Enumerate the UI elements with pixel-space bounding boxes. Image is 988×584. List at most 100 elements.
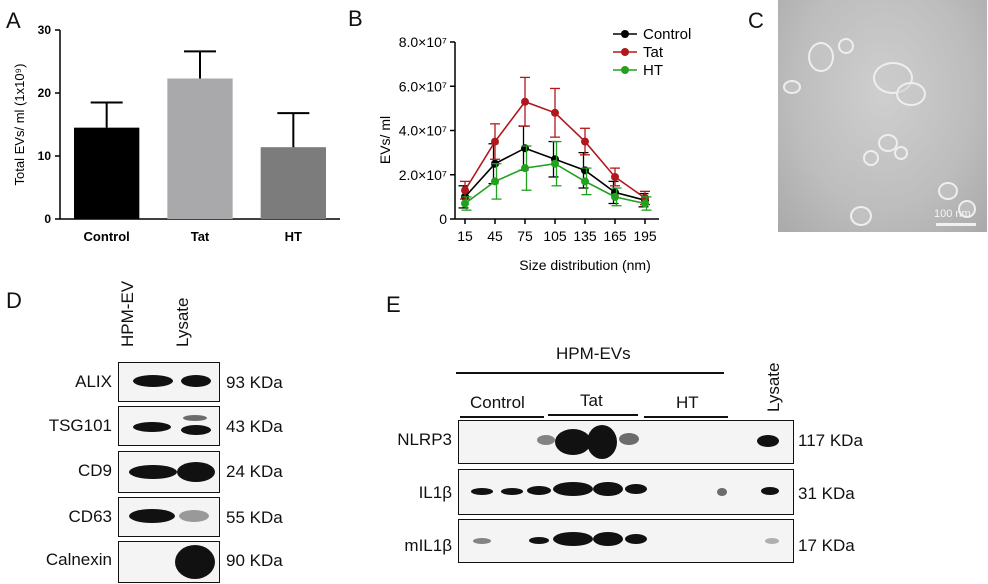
protein-band (527, 486, 551, 495)
protein-band (553, 482, 593, 496)
protein-band (553, 532, 593, 546)
kda-tsg101: 43 KDa (226, 417, 283, 436)
bar (260, 147, 326, 219)
legend-marker (621, 48, 629, 56)
x-tick-label: 195 (633, 228, 657, 244)
group-underline-control (460, 416, 544, 418)
group-underline-tat (548, 414, 638, 416)
vesicle (863, 150, 879, 166)
blot-strip-nlrp3 (458, 420, 794, 464)
panel-letter-e: E (386, 292, 401, 317)
panel-letter-c: C (748, 8, 764, 33)
scale-bar-label: 100 nm (934, 208, 971, 220)
protein-band (181, 375, 211, 387)
y-tick-label: 0 (439, 211, 447, 227)
scale-bar (936, 223, 976, 226)
y-tick-label: 2.0×10⁷ (399, 167, 447, 183)
column-header-hpm-ev: HPM-EV (118, 280, 137, 347)
x-tick-label: 165 (603, 228, 627, 244)
kda-cd63: 55 KDa (226, 508, 283, 527)
protein-band (177, 462, 215, 482)
x-tick-label: 15 (457, 228, 473, 244)
blot-label-cd63: CD63 (68, 507, 112, 526)
group-underline-ht (644, 416, 728, 418)
x-tick-label: 75 (517, 228, 533, 244)
protein-band (587, 425, 617, 459)
vesicle (808, 42, 834, 72)
blot-strip-tsg101 (118, 406, 220, 446)
x-tick-label: HT (285, 229, 302, 244)
y-tick-label: 6.0×10⁷ (399, 78, 447, 94)
panel-letter-d: D (6, 288, 22, 313)
bar (74, 127, 140, 219)
data-point (491, 137, 499, 146)
y-tick-label: 4.0×10⁷ (399, 123, 447, 139)
kda-il1b: 31 KDa (798, 484, 855, 503)
blot-strip-cd9 (118, 451, 220, 493)
protein-band (183, 415, 207, 421)
protein-band (625, 534, 647, 544)
data-point (551, 108, 559, 117)
protein-band (555, 429, 591, 455)
blot-strip-il1b (458, 469, 794, 515)
protein-band (133, 422, 171, 432)
y-axis-label: EVs/ ml (377, 116, 393, 164)
protein-band (473, 538, 491, 544)
blot-label-alix: ALIX (75, 372, 112, 391)
vesicle (838, 38, 854, 54)
blot-strip-cd63 (118, 497, 220, 537)
legend-marker (621, 66, 629, 74)
protein-band (619, 433, 639, 445)
vesicle (896, 82, 926, 106)
kda-cd9: 24 KDa (226, 462, 283, 481)
protein-band (501, 488, 523, 495)
protein-band (181, 425, 211, 435)
kda-mil1b: 17 KDa (798, 536, 855, 555)
protein-band (179, 510, 209, 522)
data-point (641, 199, 649, 208)
protein-band (625, 484, 647, 494)
vesicle (894, 146, 908, 160)
data-point (551, 159, 559, 168)
x-tick-label: 45 (487, 228, 503, 244)
protein-band (529, 537, 549, 544)
x-tick-label: Tat (191, 229, 210, 244)
data-point (611, 172, 619, 181)
group-label-ht: HT (676, 393, 699, 412)
line-chart-size-distribution: 0 2.0×10⁷ 4.0×10⁷ 6.0×10⁷ 8.0×10⁷ 15 45 75 105 13… (377, 26, 691, 273)
vesicle (783, 80, 801, 94)
blot-label-cd9: CD9 (77, 461, 112, 480)
x-tick-label: Control (84, 229, 130, 244)
blot-label-tsg101: TSG101 (48, 416, 112, 435)
x-tick-label: 135 (573, 228, 597, 244)
vesicle (878, 134, 898, 152)
vesicle (958, 200, 976, 218)
data-point (581, 137, 589, 146)
blot-strip-mil1b (458, 519, 794, 563)
bar-chart-total-evs: 0 10 20 30 Control Tat HT Total EVs/ ml (1x10⁹) (12, 23, 340, 244)
x-axis-label: Size distribution (nm) (519, 257, 651, 273)
blot-label-nlrp3: NLRP3 (397, 430, 452, 449)
blot-label-calnexin: Calnexin (45, 550, 112, 569)
column-header-lysate: Lysate (173, 297, 192, 347)
protein-band (765, 538, 779, 544)
protein-band (133, 375, 173, 387)
legend-label: Tat (643, 44, 664, 61)
data-point (491, 177, 499, 186)
data-point (461, 199, 469, 208)
data-point (521, 97, 529, 106)
y-axis-label: Total EVs/ ml (1x10⁹) (12, 64, 27, 186)
group-label-tat: Tat (580, 391, 603, 410)
protein-band (757, 435, 779, 447)
lane-label-lysate: Lysate (764, 362, 783, 412)
protein-band (593, 532, 623, 546)
electron-micrograph: 100 nm (778, 0, 987, 232)
protein-band (129, 465, 177, 479)
y-tick-label: 8.0×10⁷ (399, 34, 447, 50)
group-label-control: Control (470, 393, 525, 412)
blot-strip-calnexin (118, 541, 220, 583)
panel-letter-a: A (6, 8, 21, 33)
protein-band (129, 509, 175, 523)
protein-band (175, 545, 215, 579)
legend-marker (621, 30, 629, 38)
